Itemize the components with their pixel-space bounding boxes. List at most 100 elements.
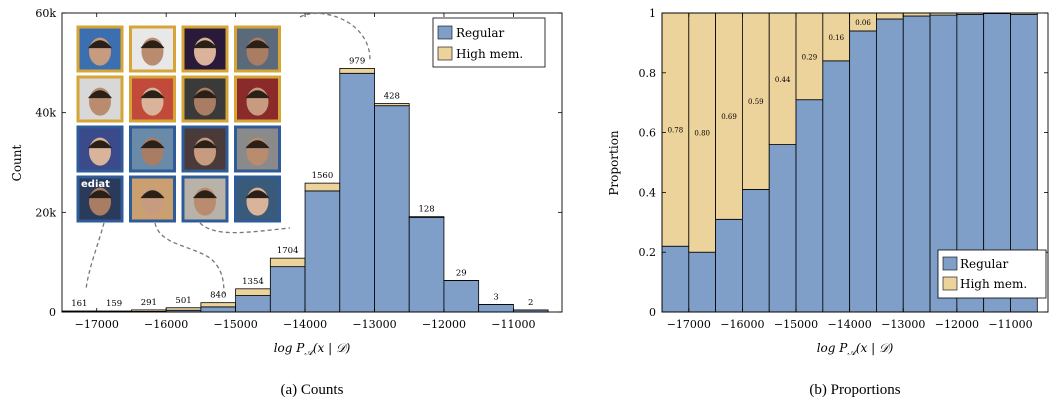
counts-legend: Regular High mem.	[432, 17, 546, 68]
bar-value-label: 291	[141, 298, 157, 308]
proportion-caption: (b) Proportions	[809, 382, 900, 398]
bar-value-label: 0.80	[694, 130, 710, 138]
face-thumbnail-grid: ediat	[76, 25, 281, 223]
proportions-chart: 0.78 0.800.690.590.440.290.160.06 −17000−…	[607, 7, 1049, 398]
bar-value-label: 128	[418, 205, 434, 215]
hair-shape	[88, 90, 112, 99]
y-tick-label: 0.8	[639, 67, 657, 80]
bar-regular	[768, 144, 797, 313]
bar-regular	[715, 218, 743, 313]
bar-high-mem	[131, 309, 167, 312]
hair-shape	[193, 40, 217, 49]
y-tick-label: 20k	[35, 206, 56, 219]
y-tick-label: 0.2	[639, 246, 657, 259]
proportion-bar-labels: 0.78 0.80 0.69 0.59 0.44 0.29 0.16 0.06	[668, 19, 872, 138]
bar-value-label: 29	[456, 268, 467, 278]
bar-high-mem	[235, 288, 271, 296]
bar-regular	[374, 105, 410, 313]
x-tick-label: −16000	[720, 318, 764, 331]
bar-regular	[304, 190, 341, 313]
y-tick-label: 0.4	[639, 186, 657, 199]
proportion-bars	[661, 12, 1038, 313]
thumbnail-connector	[299, 12, 371, 61]
bar-value-label: 3	[493, 293, 498, 303]
bar-high-mem	[304, 182, 341, 192]
legend-label-regular: Regular	[960, 257, 1009, 271]
bar-regular	[822, 60, 851, 313]
bar-high-mem	[339, 68, 375, 74]
bar-value-label: 1354	[242, 277, 264, 287]
bar-regular	[235, 295, 271, 313]
x-tick-label: −17000	[667, 318, 711, 331]
legend-swatch-high-mem	[437, 46, 453, 61]
legend-label-high-mem: High mem.	[960, 277, 1027, 291]
bar-high-mem	[715, 12, 743, 220]
bar-value-label: 0.29	[802, 53, 818, 61]
thumbnail-connector	[154, 222, 225, 295]
bar-value-label: 979	[349, 56, 365, 66]
plot-frame	[61, 12, 563, 313]
bar-regular	[443, 280, 480, 313]
legend-swatch-high-mem	[942, 276, 958, 291]
proportion-axes: −17000 −16000 −15000 −14000 −13000 −12000 −110…	[639, 7, 1049, 331]
y-tick-label: 0	[49, 306, 56, 319]
x-tick-label: −17000	[75, 318, 119, 331]
thumbnail-text: ediat	[81, 179, 110, 190]
bar-regular	[688, 251, 717, 313]
x-tick-label: −16000	[144, 318, 188, 331]
bar-regular	[849, 30, 877, 313]
x-tick-label: −13000	[352, 318, 396, 331]
x-tick-label: −13000	[881, 318, 925, 331]
bar-regular	[269, 266, 306, 313]
bar-regular	[478, 304, 514, 313]
legend-swatch-regular	[437, 25, 453, 40]
bar-regular	[876, 18, 904, 313]
hair-shape	[140, 140, 165, 149]
counts-bar-labels: 161 159 291 501 840 1354 1704 1560 979 428 128 29 3 2	[71, 56, 533, 309]
counts-x-axis-title: log P𝒜(x | 𝒟)	[274, 341, 351, 358]
hair-shape	[88, 40, 112, 49]
x-tick-label: −15000	[774, 318, 818, 331]
bar-regular	[339, 72, 375, 313]
counts-y-axis-title: Count	[10, 144, 24, 181]
bar-high-mem	[688, 12, 717, 253]
bar-value-label: 0.69	[721, 113, 737, 121]
hair-shape	[140, 40, 165, 49]
bar-regular	[408, 216, 445, 313]
bar-high-mem	[822, 12, 851, 62]
hair-shape	[140, 190, 165, 199]
bar-value-label: 0.44	[775, 76, 791, 84]
bar-high-mem	[165, 307, 202, 311]
hair-shape	[140, 90, 165, 99]
bar-high-mem	[374, 103, 410, 107]
hair-shape	[245, 90, 270, 99]
hair-shape	[88, 190, 112, 199]
bar-value-label: 840	[210, 291, 226, 301]
bar-regular	[902, 15, 931, 313]
hair-shape	[193, 140, 217, 149]
x-tick-label: −11000	[988, 318, 1032, 331]
thumbnail-connector	[85, 222, 105, 291]
bar-value-label: 0.78	[668, 127, 684, 135]
y-tick-label: 0.6	[639, 127, 657, 140]
x-tick-label: −12000	[422, 318, 466, 331]
counts-caption: (a) Counts	[281, 382, 344, 398]
y-tick-label: 0	[649, 306, 656, 319]
bar-value-label: 2	[528, 298, 533, 308]
thumbnail-connector	[199, 222, 291, 234]
proportion-legend: Regular High mem.	[937, 249, 1047, 299]
bar-high-mem	[876, 12, 904, 20]
bar-regular	[200, 306, 237, 313]
bar-value-label: 0.59	[748, 98, 764, 106]
bar-value-label: 159	[106, 299, 122, 309]
x-tick-label: −15000	[214, 318, 258, 331]
hair-shape	[193, 90, 217, 99]
legend-label-regular: Regular	[456, 26, 505, 40]
bar-value-label: 428	[384, 92, 400, 102]
hair-shape	[193, 190, 217, 199]
hair-shape	[245, 40, 270, 49]
plot-frame	[661, 12, 1049, 313]
proportion-y-axis-title: Proportion	[607, 130, 621, 196]
x-tick-label: −14000	[828, 318, 872, 331]
